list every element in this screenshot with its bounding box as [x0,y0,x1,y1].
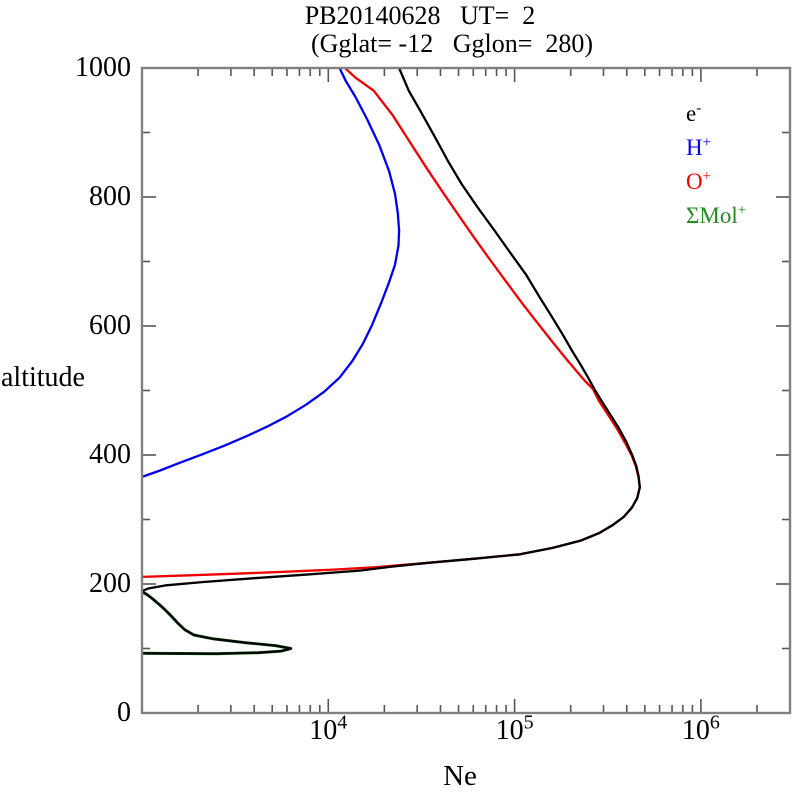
x-tick-label-10e4: 104 [283,713,373,746]
x-axis-title: Ne [443,760,477,792]
legend-label-sup: - [696,100,702,117]
legend-item-h: H+ [686,131,746,165]
x-tick-exponent: 5 [523,711,534,734]
legend-item-o: O+ [686,165,746,199]
y-tick-label-0: 0 [117,697,131,728]
legend-label: e [686,101,697,126]
legend-item-e: e- [686,97,746,131]
x-tick-base: 10 [495,715,524,746]
legend-label-sup: + [702,168,712,185]
legend: e- H+ O+ ΣMol+ [686,97,746,233]
x-tick-base: 10 [681,715,710,746]
y-tick-label-200: 200 [89,568,131,599]
plot-frame [140,66,792,715]
x-tick-label-10e6: 106 [656,713,746,746]
x-tick-label-10e5: 105 [470,713,560,746]
chart-title-line1: PB20140628 UT= 2 [304,1,536,30]
y-tick-label-800: 800 [89,181,131,212]
legend-item-mol: ΣMol+ [686,199,746,233]
curve-e [142,68,641,655]
x-tick-exponent: 4 [337,711,348,734]
y-tick-label-600: 600 [89,310,131,341]
legend-label-sup: + [702,134,712,151]
y-tick-label-400: 400 [89,439,131,470]
x-tick-base: 10 [309,715,338,746]
curve-o [142,68,641,579]
legend-label: O [686,169,703,194]
legend-label: H [686,135,703,160]
y-tick-label-1000: 1000 [75,52,131,83]
legend-label-sup: + [737,202,747,219]
legend-label: ΣMol [686,203,738,228]
chart-title-line2: (Gglat= -12 Gglon= 280) [310,29,594,58]
x-tick-exponent: 6 [709,711,720,734]
y-axis-title: altitude [1,362,85,393]
curve-h [142,68,401,479]
